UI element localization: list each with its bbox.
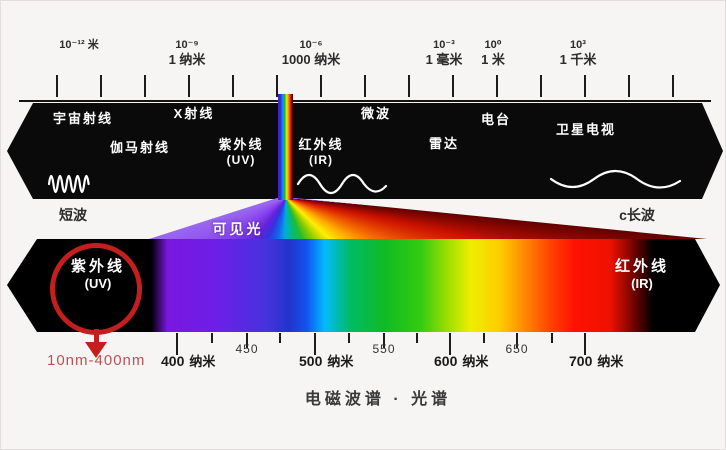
wavelength-tick	[516, 333, 518, 348]
top-scale-label: 10⁻⁶ 1000 纳米	[282, 39, 341, 68]
top-scale-tick	[584, 75, 586, 97]
top-scale-label: 10⁻⁹ 1 纳米	[169, 39, 206, 68]
top-scale-tick	[540, 75, 542, 97]
top-scale-tick	[100, 75, 102, 97]
top-scale-tick	[452, 75, 454, 97]
em-band-label: 电台	[481, 112, 511, 128]
ir-label: 红外线	[614, 258, 670, 275]
uv-highlight-circle	[50, 243, 142, 335]
top-scale-tick	[628, 75, 630, 97]
top-scale-tick	[672, 75, 674, 97]
wavelength-unit: 纳米	[189, 354, 216, 369]
wavelength-tick	[314, 333, 316, 355]
short-wave-icon	[47, 174, 90, 194]
unit-label: 1000 纳米	[281, 52, 341, 67]
top-scale-tick	[496, 75, 498, 97]
em-band-label-text: X射线	[173, 106, 215, 121]
wavelength-tick	[246, 333, 248, 348]
wavelength-minor-label: 450	[235, 342, 259, 356]
wavelength-tick	[348, 333, 350, 343]
unit-label: 1 千米	[559, 52, 597, 67]
wavelength-tick	[416, 333, 418, 343]
power-of-ten-label: 10⁻³	[433, 39, 455, 51]
power-of-ten-label: 10⁻⁶	[299, 39, 323, 51]
top-scale-label: 10⁰ 1 米	[481, 39, 505, 68]
top-scale-tick	[364, 75, 366, 97]
em-band-label: 宇宙射线	[53, 111, 113, 127]
em-band-label-text: 雷达	[428, 136, 460, 151]
em-band-bar	[7, 103, 723, 199]
wavelength-value: 400	[161, 353, 185, 369]
em-band-label-text: 紫外线	[218, 137, 264, 152]
em-band-label-text: 宇宙射线	[52, 111, 114, 126]
long-wave-label: c长波	[619, 207, 655, 223]
page-title: 电磁波谱 · 光谱	[304, 391, 452, 408]
wavelength-unit: 纳米	[327, 354, 354, 369]
em-band-label-text: 电台	[480, 112, 512, 127]
wavelength-value: 600	[434, 353, 458, 369]
wavelength-value: 700	[569, 353, 593, 369]
em-band-label: 卫星电视	[556, 122, 616, 138]
wavelength-tick	[483, 333, 485, 343]
em-band-label: 红外线 (IR)	[298, 137, 343, 167]
uv-highlight-arrow-icon	[85, 329, 107, 358]
em-band-label: 雷达	[429, 136, 459, 152]
unit-label: 1 纳米	[168, 52, 206, 67]
power-of-ten-label: 10⁻¹² 米	[59, 39, 99, 51]
short-wave-label: 短波	[59, 207, 87, 223]
em-band-label-text: 微波	[360, 106, 392, 121]
em-band-label: 微波	[361, 106, 391, 122]
unit-label: 1 毫米	[425, 52, 463, 67]
wavelength-minor-label: 550	[372, 342, 396, 356]
uv-range-note: 10nm-400nm	[47, 352, 146, 369]
top-scale-label: 10⁻¹² 米	[59, 39, 98, 52]
visible-light-strip	[278, 94, 293, 200]
top-scale-baseline	[19, 100, 711, 102]
wavelength-tick	[211, 333, 213, 343]
wavelength-value: 500	[299, 353, 323, 369]
wavelength-tick	[551, 333, 553, 343]
em-band-label-text: 伽马射线	[109, 140, 171, 155]
visible-light-label: 可见光	[212, 221, 264, 237]
long-wave-icon	[549, 169, 682, 189]
top-scale-label: 10⁻³ 1 毫米	[426, 39, 463, 68]
wavelength-tick	[449, 333, 451, 355]
medium-wave-icon	[296, 173, 388, 195]
top-scale-tick	[232, 75, 234, 97]
wavelength-major-label: 700 纳米	[569, 351, 623, 370]
em-band-label: 伽马射线	[110, 140, 170, 156]
top-scale-tick	[408, 75, 410, 97]
unit-label: 1 米	[481, 52, 505, 67]
wavelength-tick	[383, 333, 385, 348]
em-band-label-text: 卫星电视	[555, 122, 617, 137]
top-scale-tick	[320, 75, 322, 97]
wavelength-unit: 纳米	[462, 354, 489, 369]
top-scale-tick	[56, 75, 58, 97]
wavelength-major-label: 600 纳米	[434, 351, 488, 370]
em-band-label-sub: (UV)	[226, 153, 256, 167]
em-band-label: X射线	[174, 106, 215, 122]
wavelength-tick	[176, 333, 178, 355]
em-band-label-text: 红外线	[298, 137, 344, 152]
top-scale-tick	[188, 75, 190, 97]
wavelength-minor-label: 650	[505, 342, 529, 356]
em-band-label-sub: (IR)	[308, 153, 333, 167]
power-of-ten-label: 10³	[570, 39, 586, 51]
ir-sub-label: (IR)	[631, 276, 653, 291]
wavelength-major-label: 500 纳米	[299, 351, 353, 370]
top-scale-label: 10³ 1 千米	[560, 39, 597, 68]
top-scale-tick	[144, 75, 146, 97]
wavelength-tick	[279, 333, 281, 343]
wavelength-unit: 纳米	[597, 354, 624, 369]
ir-label-group: 红外线 (IR)	[615, 257, 669, 292]
top-scale-tick	[276, 75, 278, 97]
power-of-ten-label: 10⁻⁹	[175, 39, 199, 51]
power-of-ten-label: 10⁰	[484, 39, 502, 51]
em-band-label: 紫外线 (UV)	[218, 137, 263, 167]
wavelength-major-label: 400 纳米	[161, 351, 215, 370]
wavelength-tick	[584, 333, 586, 355]
